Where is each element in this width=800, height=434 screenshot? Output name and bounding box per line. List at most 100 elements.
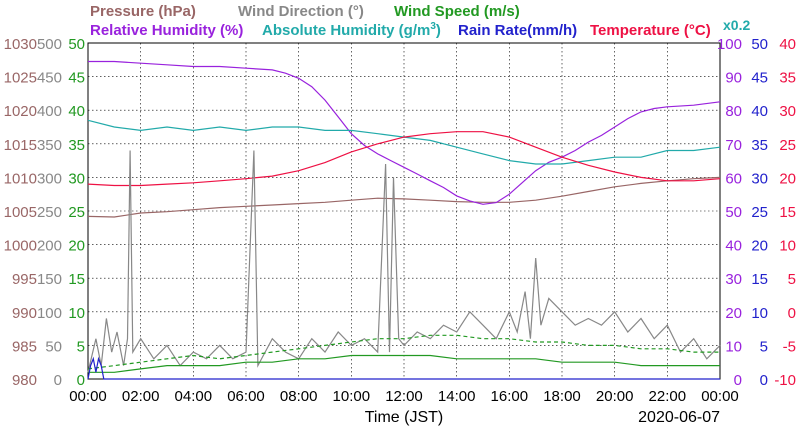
series-pressure-line <box>87 176 721 218</box>
rh-tick-label: 100 <box>717 36 742 53</box>
x-tick-label: 04:00 <box>175 388 213 405</box>
rh-tick-label: 90 <box>725 70 742 87</box>
series-rh-line <box>88 60 721 205</box>
wind-speed-tick-label: 0 <box>77 372 85 389</box>
wind-dir-tick-label: 50 <box>45 338 62 355</box>
series-wind-dir-line <box>87 150 721 373</box>
rain-tick-label: 50 <box>751 36 768 53</box>
rh-tick-label: 10 <box>725 338 742 355</box>
rain-tick-label: 30 <box>751 170 768 187</box>
wind-speed-tick-label: 5 <box>77 338 85 355</box>
temperature-tick-label: -10 <box>774 372 796 389</box>
pressure-tick-label: 985 <box>12 338 37 355</box>
temperature-tick-label: 10 <box>779 238 796 255</box>
wind-speed-tick-label: 40 <box>68 103 85 120</box>
rain-tick-label: 15 <box>751 271 768 288</box>
pressure-tick-label: 1025 <box>4 70 37 87</box>
temperature-tick-label: 15 <box>779 204 796 221</box>
wind-dir-tick-label: 500 <box>37 36 62 53</box>
temperature-label: Temperature (°C) <box>590 22 711 39</box>
pressure-tick-label: 1030 <box>4 36 37 53</box>
pressure-tick-label: 980 <box>12 372 37 389</box>
wind-speed-tick-label: 20 <box>68 238 85 255</box>
temperature-tick-label: 40 <box>779 36 796 53</box>
rh-tick-label: 60 <box>725 170 742 187</box>
wind-dir-tick-label: 400 <box>37 103 62 120</box>
series-layer <box>87 60 721 380</box>
wind-speed-label: Wind Speed (m/s) <box>394 3 520 20</box>
scale-note: x0.2 <box>723 17 750 33</box>
x-tick-label: 18:00 <box>543 388 581 405</box>
x-tick-label: 08:00 <box>280 388 318 405</box>
wind-speed-tick-label: 35 <box>68 137 85 154</box>
rain-tick-label: 25 <box>751 204 768 221</box>
wind-dir-tick-label: 350 <box>37 137 62 154</box>
series-wind-speed-line <box>88 354 720 373</box>
rain-tick-label: 0 <box>760 372 768 389</box>
x-tick-label: 16:00 <box>491 388 529 405</box>
wind-dir-tick-label: 100 <box>37 305 62 322</box>
rh-tick-label: 80 <box>725 103 742 120</box>
rain-tick-label: 10 <box>751 305 768 322</box>
wind-dir-tick-label: 150 <box>37 271 62 288</box>
rain-tick-label: 35 <box>751 137 768 154</box>
wind-speed-tick-label: 25 <box>68 204 85 221</box>
pressure-tick-label: 1000 <box>4 238 37 255</box>
rain-tick-label: 45 <box>751 70 768 87</box>
pressure-label: Pressure (hPa) <box>90 3 196 20</box>
pressure-tick-label: 990 <box>12 305 37 322</box>
temperature-tick-label: 30 <box>779 103 796 120</box>
x-tick-label: 02:00 <box>122 388 160 405</box>
temperature-tick-label: 35 <box>779 70 796 87</box>
rh-tick-label: 40 <box>725 238 742 255</box>
series-wind-speed-gust-line <box>87 334 720 370</box>
wind-speed-tick-label: 50 <box>68 36 85 53</box>
x-tick-label: 00:00 <box>69 388 107 405</box>
wind-dir-tick-label: 250 <box>37 204 62 221</box>
wind-dir-tick-label: 450 <box>37 70 62 87</box>
rain-tick-label: 20 <box>751 238 768 255</box>
relative-humidity-label: Relative Humidity (%) <box>90 22 243 39</box>
wind-direction-label: Wind Direction (°) <box>238 3 364 20</box>
x-tick-label: 14:00 <box>438 388 476 405</box>
wind-speed-tick-label: 45 <box>68 70 85 87</box>
series-temperature-line <box>87 131 721 187</box>
rh-tick-label: 70 <box>725 137 742 154</box>
series-abs-hum-line <box>87 119 721 165</box>
rh-tick-label: 0 <box>734 372 742 389</box>
wind-dir-tick-label: 300 <box>37 170 62 187</box>
pressure-tick-label: 1005 <box>4 204 37 221</box>
temperature-tick-label: 0 <box>788 305 796 322</box>
wind-speed-tick-label: 30 <box>68 170 85 187</box>
x-tick-label: 22:00 <box>649 388 687 405</box>
x-tick-label: 20:00 <box>596 388 634 405</box>
pressure-tick-label: 1020 <box>4 103 37 120</box>
wind-speed-tick-label: 15 <box>68 271 85 288</box>
pressure-tick-label: 1015 <box>4 137 37 154</box>
pressure-tick-label: 1010 <box>4 170 37 187</box>
axis-ticks: 1030102510201015101010051000995990985980… <box>4 36 796 405</box>
rain-tick-label: 5 <box>760 338 768 355</box>
rain-tick-label: 40 <box>751 103 768 120</box>
series-rain-line <box>87 356 720 380</box>
wind-dir-tick-label: 0 <box>54 372 62 389</box>
plot-grid <box>88 43 720 379</box>
x-tick-label: 10:00 <box>333 388 371 405</box>
x-tick-label: 06:00 <box>227 388 265 405</box>
date-label: 2020-06-07 <box>638 409 720 426</box>
temperature-tick-label: 25 <box>779 137 796 154</box>
rh-tick-label: 50 <box>725 204 742 221</box>
temperature-tick-label: 20 <box>779 170 796 187</box>
x-tick-label: 00:00 <box>701 388 739 405</box>
rh-tick-label: 30 <box>725 271 742 288</box>
rh-tick-label: 20 <box>725 305 742 322</box>
temperature-tick-label: 5 <box>788 271 796 288</box>
wind-dir-tick-label: 200 <box>37 238 62 255</box>
pressure-tick-label: 995 <box>12 271 37 288</box>
temperature-tick-label: -5 <box>783 338 796 355</box>
absolute-humidity-label: Absolute Humidity (g/m3) <box>262 21 441 39</box>
x-tick-label: 12:00 <box>385 388 423 405</box>
x-axis-label: Time (JST) <box>365 409 444 426</box>
wind-speed-tick-label: 10 <box>68 305 85 322</box>
